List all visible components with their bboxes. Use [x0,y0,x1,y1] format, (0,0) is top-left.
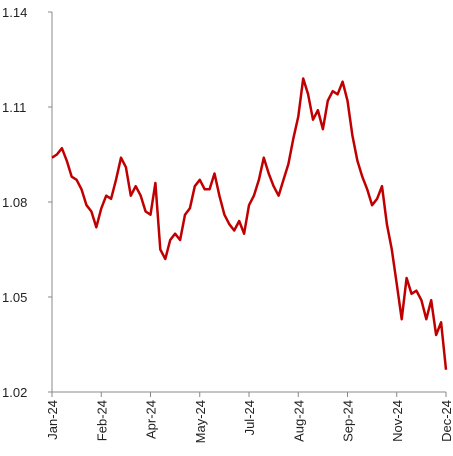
x-tick-label: Aug-24 [291,400,306,442]
x-tick-label: Dec-24 [439,400,453,442]
y-tick-label: 1.08 [2,195,27,210]
x-tick-label: Apr-24 [144,400,159,439]
x-tick-label: Jul-24 [242,400,257,435]
x-tick-label: Jan-24 [45,400,60,440]
x-tick-label: Sep-24 [341,400,356,442]
x-tick-label: May-24 [193,400,208,443]
y-tick-label: 1.05 [2,290,27,305]
y-tick-label: 1.14 [2,5,27,20]
y-tick-label: 1.02 [2,385,27,400]
x-tick-label: Feb-24 [94,400,109,441]
x-tick-label: Nov-24 [390,400,405,442]
line-series [51,77,448,370]
y-tick-label: 1.11 [2,100,26,115]
